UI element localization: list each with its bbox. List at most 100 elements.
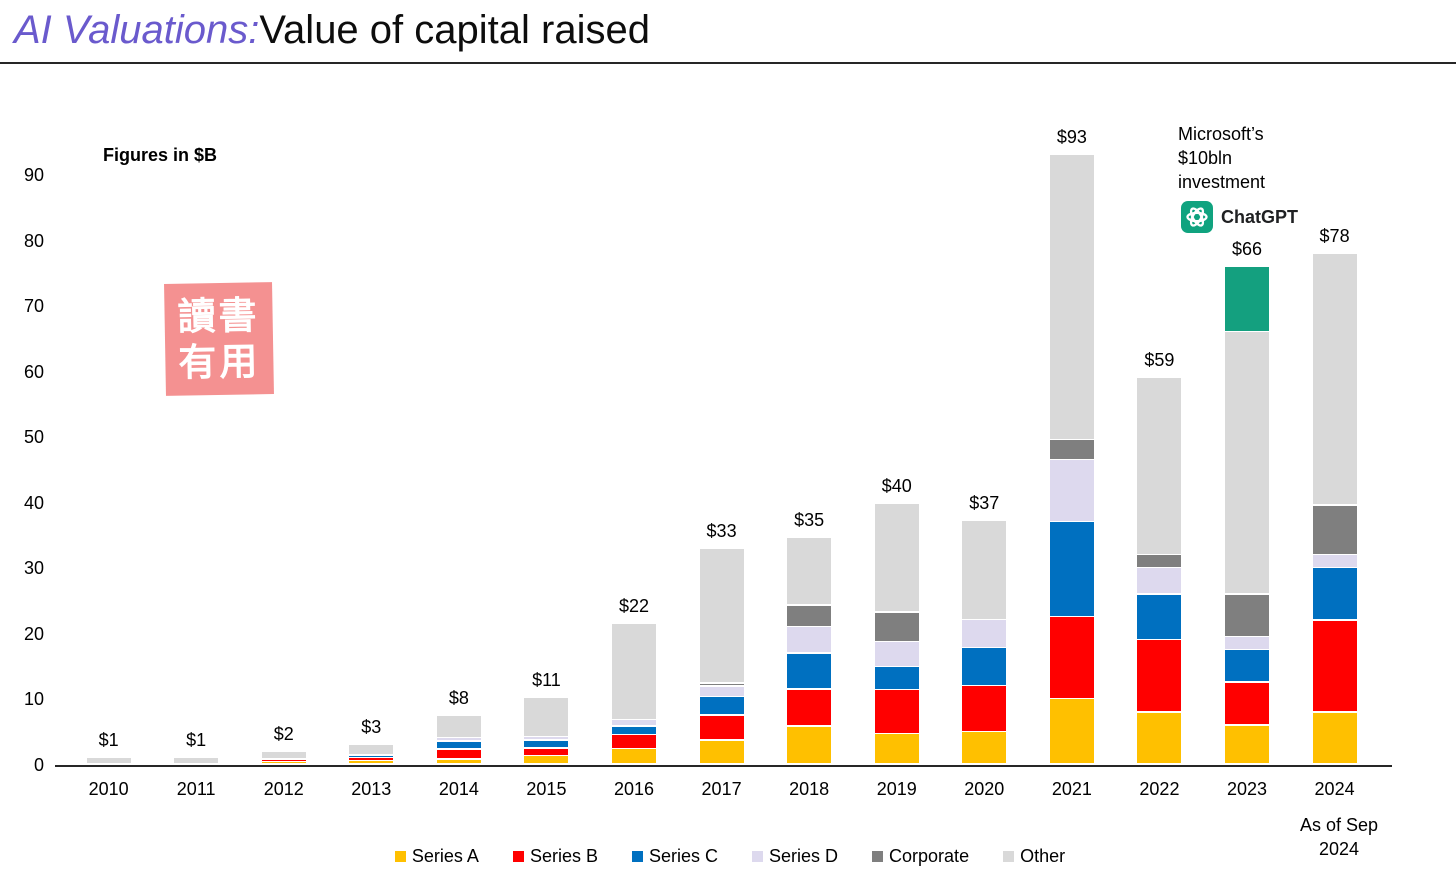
- legend-label: Series C: [648, 846, 718, 866]
- segment-series-c-2024: [1312, 568, 1357, 620]
- x-label-2022: 2022: [1139, 779, 1180, 799]
- segment-series-b-2015: [524, 748, 569, 755]
- legend-label: Series B: [529, 846, 598, 866]
- y-tick-10: 10: [23, 689, 44, 710]
- segment-series-a-2013: [349, 761, 394, 764]
- segment-series-a-2016: [612, 749, 657, 764]
- segment-series-c-2020: [962, 648, 1007, 685]
- x-label-2013: 2013: [351, 779, 392, 799]
- segment-other-2024: [1312, 253, 1357, 505]
- legend-item-series-b: Series B: [512, 846, 598, 867]
- segment-series-c-2013: [349, 755, 394, 758]
- segment-series-c-2015: [524, 740, 569, 747]
- segment-series-a-2018: [787, 726, 832, 764]
- bar-total-label-2016: $22: [618, 596, 650, 617]
- x-label-2019: 2019: [876, 779, 917, 799]
- segment-series-b-2023: [1225, 683, 1269, 725]
- title-divider: [0, 62, 1456, 64]
- bar-total-label-2021: $93: [1056, 127, 1087, 148]
- segment-series-b-2014: [436, 749, 481, 759]
- segment-corporate-2023: [1225, 594, 1269, 636]
- segment-other-2015: [524, 698, 569, 736]
- segment-series-b-2012: [261, 759, 306, 762]
- legend-item-corporate: Corporate: [872, 846, 969, 867]
- x-label-2014: 2014: [438, 779, 479, 799]
- units-note: Figures in $B: [103, 145, 218, 165]
- segment-series-b-2019: [874, 690, 919, 733]
- segment-corporate-2017: [699, 683, 744, 686]
- segment-corporate-2024: [1312, 506, 1357, 554]
- segment-series-b-2020: [962, 686, 1007, 731]
- y-tick-70: 70: [23, 296, 44, 317]
- segment-highlight-2023: [1225, 266, 1269, 331]
- segment-series-d-2021: [1049, 460, 1094, 521]
- legend-item-other: Other: [1003, 846, 1065, 867]
- x-label-2018: 2018: [789, 779, 830, 799]
- segment-series-b-2016: [612, 735, 657, 748]
- segment-other-2018: [787, 538, 832, 605]
- segment-series-c-2023: [1225, 650, 1269, 682]
- watermark-stamp: 讀書 有用: [164, 282, 274, 396]
- segment-series-b-2018: [787, 689, 832, 726]
- segment-other-2020: [962, 521, 1007, 619]
- segment-other-2011: [174, 758, 219, 764]
- y-tick-90: 90: [23, 164, 44, 185]
- segment-series-c-2021: [1049, 522, 1094, 616]
- segment-corporate-2021: [1049, 440, 1094, 459]
- legend-label: Corporate: [889, 846, 970, 866]
- as-of-date-note: As of Sep 2024: [1283, 813, 1395, 861]
- segment-series-d-2024: [1312, 555, 1357, 567]
- y-tick-40: 40: [23, 492, 44, 513]
- segment-series-a-2024: [1312, 712, 1357, 764]
- bar-total-label-2010: $1: [98, 730, 119, 751]
- page-title-accent: AI Valuations:: [14, 8, 260, 52]
- bar-total-label-2018: $35: [794, 510, 825, 531]
- bar-total-label-2020: $37: [969, 493, 1000, 514]
- segment-other-2019: [874, 504, 919, 612]
- segment-other-2017: [699, 548, 744, 683]
- segment-series-c-2022: [1137, 594, 1182, 639]
- as-of-line: As of Sep: [1299, 815, 1379, 835]
- bar-total-label-2013: $3: [361, 717, 382, 738]
- legend-item-series-c: Series C: [631, 846, 718, 867]
- segment-series-c-2018: [787, 653, 832, 688]
- microsoft-investment-note: Microsoft’s $10bln investment: [1178, 122, 1348, 194]
- legend-swatch: [872, 851, 884, 862]
- segment-series-a-2023: [1225, 725, 1269, 764]
- segment-series-d-2023: [1225, 637, 1269, 649]
- segment-series-a-2015: [524, 756, 569, 764]
- watermark-line: 有用: [177, 338, 261, 385]
- bar-total-label-2011: $1: [186, 730, 207, 751]
- x-label-2021: 2021: [1051, 779, 1092, 799]
- watermark-line: 讀書: [177, 292, 260, 339]
- segment-series-b-2013: [349, 758, 394, 760]
- x-label-2010: 2010: [88, 779, 129, 799]
- x-label-2011: 2011: [176, 779, 216, 799]
- legend-label: Other: [1020, 846, 1066, 866]
- y-tick-50: 50: [23, 427, 44, 448]
- segment-corporate-2018: [787, 605, 832, 626]
- note-line: investment: [1178, 172, 1266, 192]
- segment-other-2016: [612, 624, 657, 719]
- segment-series-a-2014: [436, 759, 481, 764]
- bar-total-label-2014: $8: [448, 687, 469, 708]
- segment-series-c-2019: [874, 667, 919, 689]
- legend-item-series-a: Series A: [394, 846, 479, 867]
- page-title-rest: Value of capital raised: [259, 8, 650, 52]
- segment-series-b-2017: [699, 715, 744, 740]
- segment-other-2022: [1137, 378, 1182, 554]
- page-title: AI Valuations:Value of capital raised: [14, 4, 650, 56]
- segment-series-a-2017: [699, 740, 744, 764]
- y-tick-20: 20: [23, 623, 44, 644]
- y-tick-60: 60: [23, 361, 44, 382]
- bar-total-label-2012: $2: [273, 723, 294, 744]
- x-label-2017: 2017: [701, 779, 742, 799]
- chatgpt-logo-icon: [1181, 201, 1213, 233]
- legend-swatch: [752, 851, 763, 862]
- legend-swatch: [512, 851, 524, 862]
- legend-label: Series A: [411, 846, 479, 866]
- segment-other-2021: [1049, 155, 1094, 439]
- segment-series-b-2022: [1137, 640, 1182, 711]
- segment-series-d-2015: [524, 737, 569, 740]
